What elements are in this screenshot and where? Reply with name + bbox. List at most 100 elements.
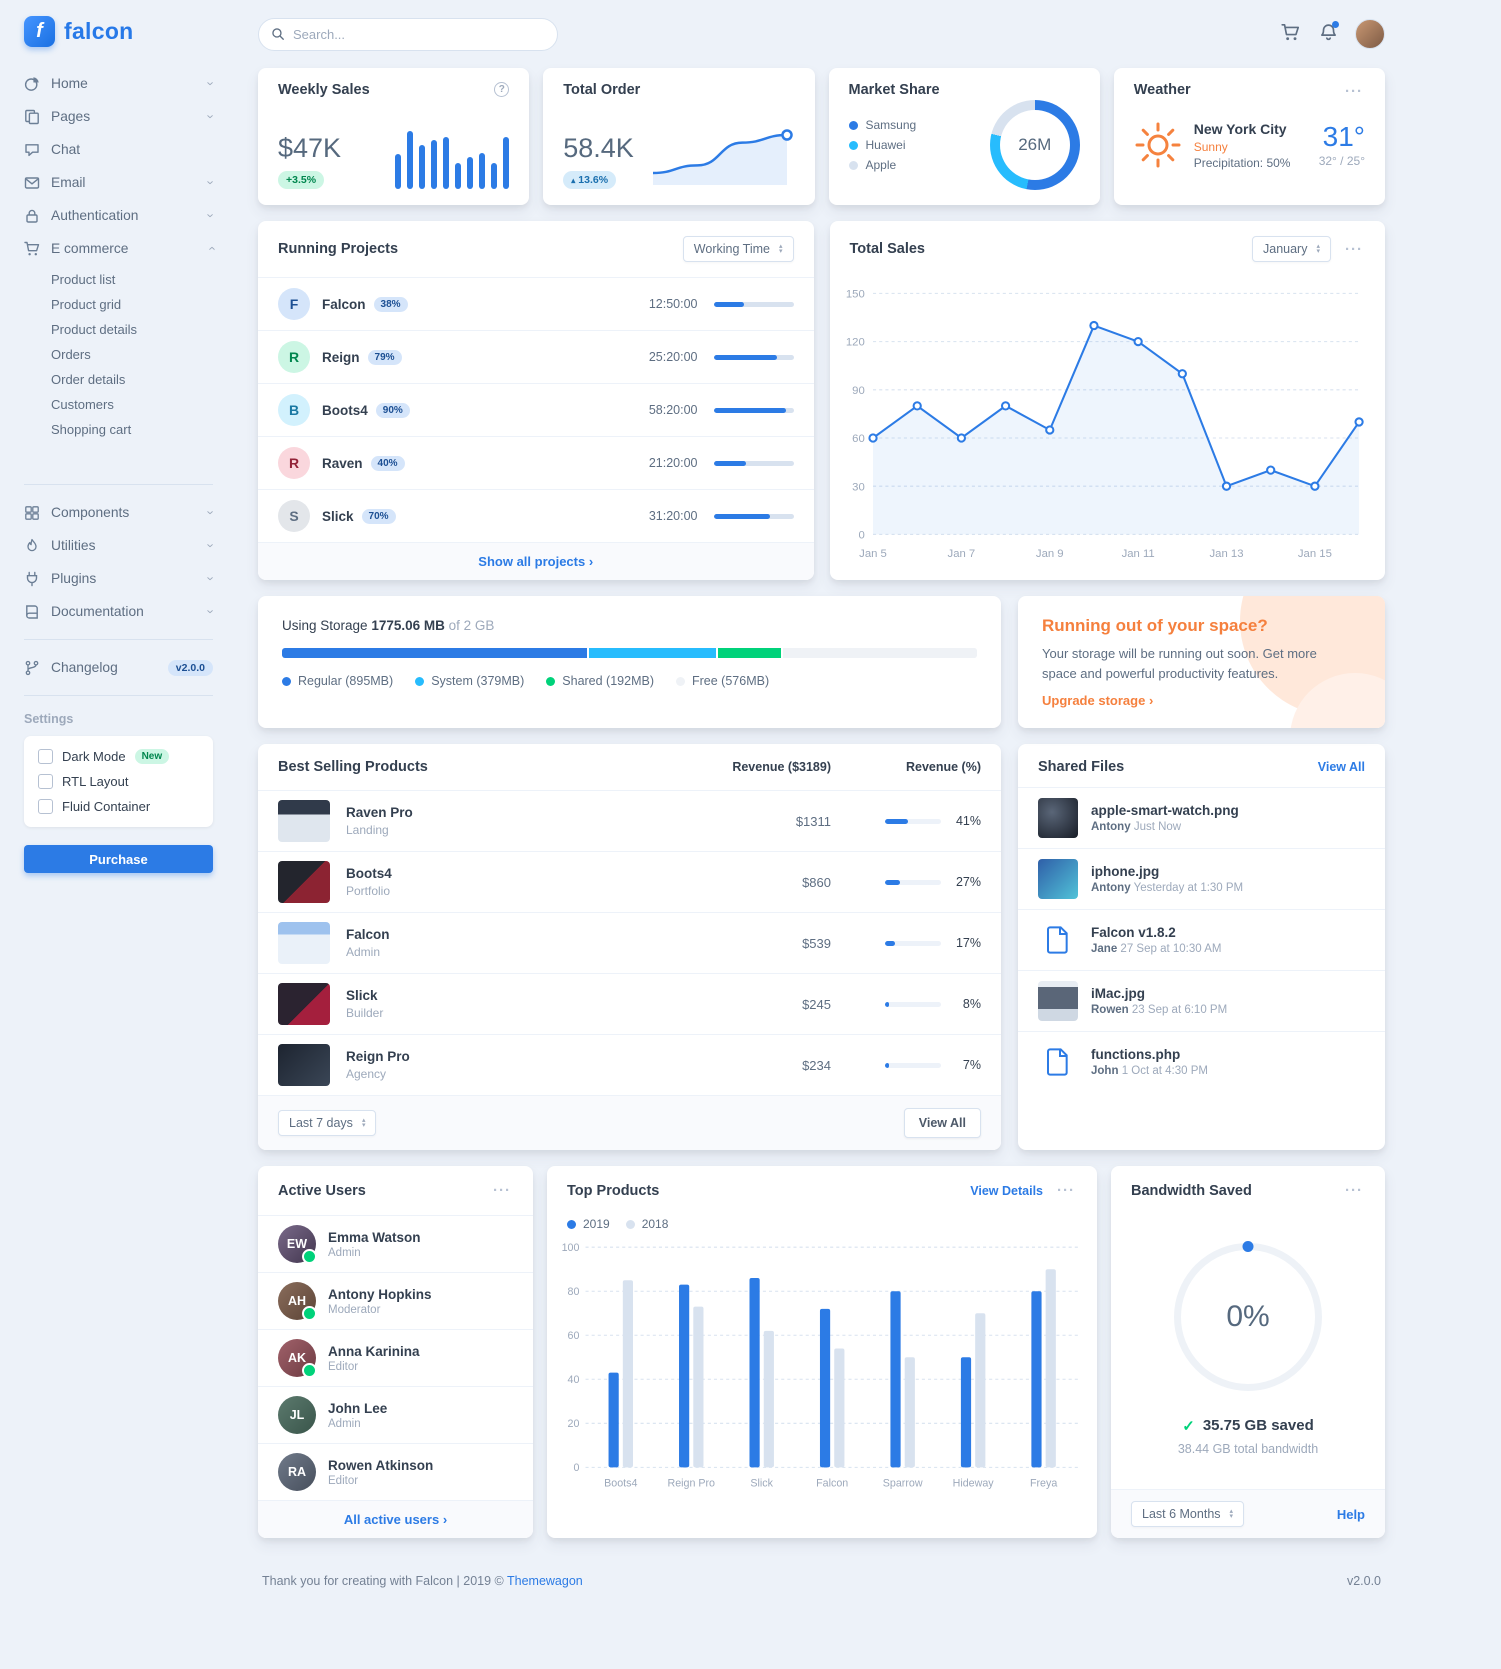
sidebar-item-utilities[interactable]: Utilities › xyxy=(24,529,218,562)
ecommerce-submenu: Product list Product grid Product detail… xyxy=(24,265,213,473)
sidebar-item-pages[interactable]: Pages › xyxy=(24,100,218,133)
legend-item[interactable]: 2019 xyxy=(567,1217,610,1231)
view-all-link[interactable]: View All xyxy=(1317,760,1365,774)
sidebar-item-email[interactable]: Email › xyxy=(24,166,218,199)
user-name[interactable]: Emma Watson xyxy=(328,1229,421,1245)
working-time-select[interactable]: Working Time ▴ ▾ xyxy=(682,236,794,262)
rtl-layout-checkbox[interactable] xyxy=(38,774,53,789)
sidebar-item-order-details[interactable]: Order details xyxy=(51,372,126,387)
date-range-select[interactable]: Last 7 days ▴ ▾ xyxy=(278,1110,377,1136)
rtl-layout-toggle[interactable]: RTL Layout xyxy=(38,774,199,789)
sidebar-item-customers[interactable]: Customers xyxy=(51,397,114,412)
sidebar-item-checkout[interactable] xyxy=(51,442,213,467)
product-name[interactable]: Falcon xyxy=(346,927,390,942)
sidebar-item-chat[interactable]: Chat xyxy=(24,133,213,166)
sidebar-item-label: Components xyxy=(51,505,130,520)
period-select[interactable]: Last 6 Months ▴ ▾ xyxy=(1131,1501,1245,1527)
sidebar-item-home[interactable]: Home › xyxy=(24,67,218,100)
dark-mode-toggle[interactable]: Dark Mode New xyxy=(38,749,199,764)
saved-label: 35.75 GB saved xyxy=(1202,1417,1314,1434)
project-name[interactable]: Reign xyxy=(322,349,360,365)
progress-fill xyxy=(885,940,895,946)
sidebar-item-orders[interactable]: Orders xyxy=(51,347,91,362)
project-name[interactable]: Falcon xyxy=(322,296,366,312)
file-name[interactable]: functions.php xyxy=(1091,1047,1181,1062)
ellipsis-menu-button[interactable]: ··· xyxy=(1057,1182,1075,1199)
total-order-badge: ▴ 13.6% xyxy=(563,171,617,189)
divider xyxy=(24,484,213,485)
user-name[interactable]: Rowen Atkinson xyxy=(328,1457,434,1473)
legend-item: Regular (895MB) xyxy=(282,674,393,688)
total-order-value: 58.4K xyxy=(563,132,634,163)
user-name[interactable]: Anna Karinina xyxy=(328,1343,420,1359)
product-name[interactable]: Reign Pro xyxy=(346,1049,410,1064)
weather-city: New York City xyxy=(1193,120,1287,137)
fluid-container-checkbox[interactable] xyxy=(38,799,53,814)
sidebar-item-documentation[interactable]: Documentation › xyxy=(24,595,218,628)
top-products-legend: 2019 2018 xyxy=(547,1215,1097,1231)
sidebar-item-components[interactable]: Components › xyxy=(24,496,218,529)
help-link[interactable]: Help xyxy=(1336,1506,1365,1522)
file-name[interactable]: apple-smart-watch.png xyxy=(1091,803,1239,818)
product-name[interactable]: Boots4 xyxy=(346,866,392,881)
chart-pie-icon xyxy=(24,76,39,91)
ellipsis-menu-button[interactable]: ··· xyxy=(1345,83,1363,100)
sidebar-item-shopping-cart[interactable]: Shopping cart xyxy=(51,422,132,437)
sidebar-item-product-list[interactable]: Product list xyxy=(51,272,116,287)
file-name[interactable]: iMac.jpg xyxy=(1091,986,1146,1001)
project-name[interactable]: Slick xyxy=(322,508,354,524)
product-name[interactable]: Slick xyxy=(346,988,378,1003)
brand-logo[interactable]: f falcon xyxy=(24,16,213,47)
view-all-button[interactable]: View All xyxy=(903,1108,981,1138)
market-share-legend: Samsung Huawei Apple xyxy=(848,118,916,172)
project-name[interactable]: Raven xyxy=(322,455,363,471)
project-time: 58:20:00 xyxy=(648,403,698,417)
notifications-button[interactable] xyxy=(1317,21,1339,45)
sidebar-item-plugins[interactable]: Plugins › xyxy=(24,562,218,595)
user-row: RA Rowen Atkinson Editor xyxy=(258,1443,533,1500)
column-header-revenue: Revenue ($3189) xyxy=(732,760,831,774)
chevron-up-icon: › xyxy=(203,246,219,251)
dark-mode-checkbox[interactable] xyxy=(38,749,53,764)
chevron-down-icon: › xyxy=(203,81,219,86)
file-name[interactable]: iphone.jpg xyxy=(1091,864,1160,879)
ellipsis-menu-button[interactable]: ··· xyxy=(1345,240,1363,258)
card-title: Shared Files xyxy=(1038,759,1125,775)
user-avatar[interactable] xyxy=(1355,19,1385,49)
legend-item[interactable]: 2018 xyxy=(625,1217,668,1231)
ellipsis-menu-button[interactable]: ··· xyxy=(493,1182,511,1199)
project-name[interactable]: Boots4 xyxy=(322,402,368,418)
ellipsis-menu-button[interactable]: ··· xyxy=(1345,1182,1363,1199)
view-details-link[interactable]: View Details xyxy=(970,1183,1043,1198)
notification-dot xyxy=(1332,21,1339,28)
sidebar-item-ecommerce[interactable]: E commerce › xyxy=(24,232,218,265)
help-icon[interactable]: ? xyxy=(494,82,510,97)
card-title: Weather xyxy=(1133,82,1191,98)
upgrade-storage-link[interactable]: Upgrade storage › xyxy=(1042,693,1153,708)
file-time: Yesterday at 1:30 PM xyxy=(1133,882,1244,894)
sidebar-item-product-grid[interactable]: Product grid xyxy=(51,297,122,312)
show-all-projects-link[interactable]: Show all projects › xyxy=(258,542,814,580)
product-row: Falcon Admin $539 17% xyxy=(258,912,1001,973)
sidebar-item-changelog[interactable]: Changelog v2.0.0 xyxy=(24,651,213,684)
user-name[interactable]: Antony Hopkins xyxy=(328,1286,432,1302)
cart-button[interactable] xyxy=(1279,23,1301,45)
themewagon-link[interactable]: Themewagon xyxy=(507,1574,583,1588)
all-active-users-link[interactable]: All active users › xyxy=(258,1500,533,1538)
sidebar-item-authentication[interactable]: Authentication › xyxy=(24,199,218,232)
sidebar-item-product-details[interactable]: Product details xyxy=(51,322,137,337)
product-category: Agency xyxy=(346,1067,387,1081)
purchase-button[interactable]: Purchase xyxy=(24,845,213,873)
file-thumbnail xyxy=(1038,981,1078,1021)
user-name[interactable]: John Lee xyxy=(328,1400,388,1416)
fluid-container-toggle[interactable]: Fluid Container xyxy=(38,799,199,814)
file-row: iphone.jpg Antony Yesterday at 1:30 PM xyxy=(1018,848,1385,909)
search-input[interactable] xyxy=(258,17,558,51)
month-select[interactable]: January ▴ ▾ xyxy=(1252,236,1331,262)
product-name[interactable]: Raven Pro xyxy=(346,805,413,820)
product-percent: 7% xyxy=(962,1058,981,1072)
svg-text:Freya: Freya xyxy=(1030,1478,1057,1490)
project-row: R Reign 79% 25:20:00 xyxy=(258,330,814,383)
legend-label: 2019 xyxy=(583,1217,610,1231)
file-name[interactable]: Falcon v1.8.2 xyxy=(1091,925,1176,940)
